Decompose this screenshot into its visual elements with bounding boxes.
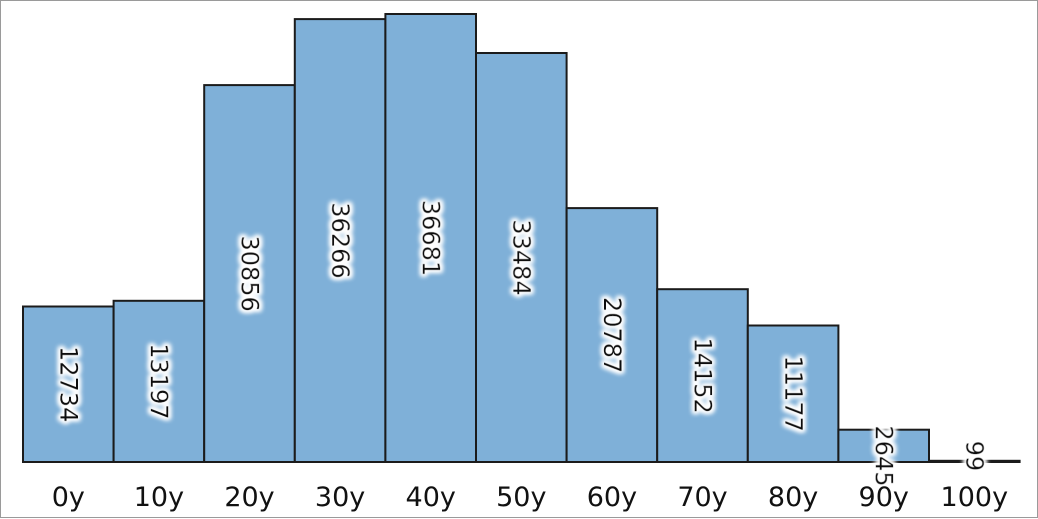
value-label-100y: 99 (960, 441, 988, 472)
bar-20y (203, 84, 296, 463)
bar-40y (384, 13, 477, 463)
bar-30y (293, 18, 387, 463)
value-label-80y: 11177 (779, 356, 807, 432)
x-tick-label-70y: 70y (677, 482, 727, 513)
x-tick-label-40y: 40y (406, 482, 456, 513)
value-label-70y: 14152 (689, 337, 717, 413)
bar-90y (837, 428, 931, 464)
x-tick-label-10y: 10y (134, 482, 184, 513)
value-label-40y: 36681 (417, 200, 445, 276)
x-tick-label-100y: 100y (941, 482, 1009, 513)
value-label-0y: 12734 (54, 346, 82, 422)
bar-70y (656, 288, 749, 464)
x-tick-label-30y: 30y (315, 482, 365, 513)
bars-group (22, 13, 1021, 464)
bar-50y (475, 52, 568, 463)
value-labels-group: 12734 13197 30856 36266 36681 33484 20787 14152… (54, 200, 988, 487)
x-tick-label-80y: 80y (768, 482, 818, 513)
x-tick-labels-group: 0y 10y 20y 30y 40y 50y 60y 70y 80y 90y 100y (52, 482, 1008, 513)
bar-10y (112, 299, 206, 463)
x-tick-label-90y: 90y (859, 482, 909, 513)
bar-0y (22, 305, 115, 463)
value-label-90y: 2645 (870, 425, 898, 486)
value-label-60y: 20787 (598, 297, 626, 373)
x-tick-label-0y: 0y (52, 482, 85, 513)
x-tick-label-20y: 20y (224, 482, 274, 513)
value-label-50y: 33484 (507, 219, 535, 295)
value-label-20y: 30856 (236, 235, 264, 311)
x-tick-label-50y: 50y (496, 482, 546, 513)
value-label-30y: 36266 (326, 202, 354, 278)
x-tick-label-60y: 60y (587, 482, 637, 513)
value-label-10y: 13197 (145, 343, 173, 419)
